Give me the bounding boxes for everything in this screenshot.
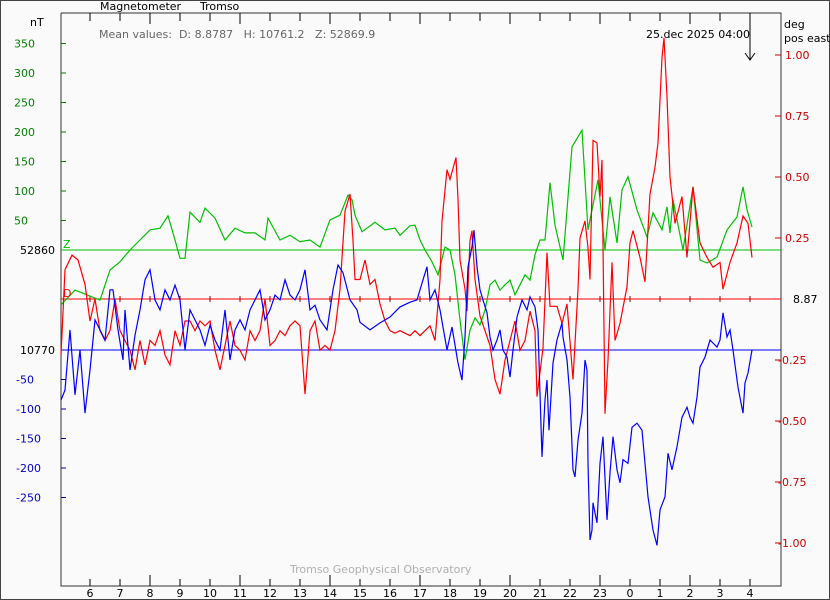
d-tick-label: -1.00 [778, 537, 806, 550]
d-tick-label: 0.75 [785, 110, 810, 123]
z-tick-label: 250 [14, 97, 35, 110]
series-line-d [60, 37, 753, 414]
d-tick-label: 0.50 [785, 171, 810, 184]
x-tick-label: 15 [353, 587, 367, 600]
z-tick-label: 350 [14, 38, 35, 51]
x-tick-label: 4 [747, 587, 754, 600]
d-tick-label: 0.25 [785, 232, 810, 245]
timestamp: 25.dec 2025 04:00 [646, 28, 750, 41]
x-tick-label: 18 [443, 587, 457, 600]
series-line-h [60, 230, 753, 546]
x-tick-label: 16 [383, 587, 397, 600]
x-tick-label: 17 [413, 587, 427, 600]
d-baseline-label: 8.87 [793, 293, 818, 306]
x-tick-label: 22 [563, 587, 577, 600]
x-tick-label: 9 [177, 587, 184, 600]
x-tick-label: 10 [203, 587, 217, 600]
x-tick-label: 2 [687, 587, 694, 600]
h-baseline-label: 10770 [20, 344, 55, 357]
x-tick-label: 23 [593, 587, 607, 600]
x-tick-label: 20 [503, 587, 517, 600]
h-tick-label: -150 [16, 433, 41, 446]
z-tick-label: 200 [14, 126, 35, 139]
h-tick-label: -100 [16, 403, 41, 416]
h-tick-label: -200 [16, 462, 41, 475]
left-unit-label: nT [30, 16, 44, 29]
right-unit-line1: deg [784, 18, 805, 31]
x-tick-label: 8 [147, 587, 154, 600]
d-tick-label: 1.00 [785, 49, 810, 62]
x-tick-label: 0 [627, 587, 634, 600]
station-title: Tromso [199, 0, 240, 13]
x-tick-label: 14 [323, 587, 337, 600]
h-tick-label: -250 [16, 492, 41, 505]
x-tick-label: 12 [263, 587, 277, 600]
z-tick-label: 100 [14, 185, 35, 198]
d-tick-label: -0.75 [778, 476, 806, 489]
watermark: Tromso Geophysical Observatory [289, 563, 472, 576]
z-series-label: Z [63, 238, 71, 251]
x-tick-label: 7 [117, 587, 124, 600]
z-baseline-label: 52860 [20, 244, 55, 257]
x-tick-label: 1 [657, 587, 664, 600]
x-tick-label: 11 [233, 587, 247, 600]
z-tick-label: 150 [14, 156, 35, 169]
z-tick-label: 300 [14, 67, 35, 80]
d-series-label: D [63, 287, 71, 300]
right-unit-line2: pos east [784, 32, 830, 45]
x-tick-label: 19 [473, 587, 487, 600]
h-tick-label: -50 [16, 374, 34, 387]
series-group [60, 37, 753, 546]
time-arrow-icon [744, 13, 756, 61]
plot-frame [60, 12, 782, 587]
instrument-title: Magnetometer [100, 0, 182, 13]
x-tick-label: 21 [533, 587, 547, 600]
mean-values: Mean values: D: 8.8787 H: 10761.2 Z: 528… [99, 28, 375, 41]
d-tick-label: -0.25 [778, 354, 806, 367]
d-tick-label: -0.50 [778, 415, 806, 428]
axes: 6 7 8 9 10 11 12 13 14 15 16 17 18 19 20 21 22 23 0 1 2 3 4350… [14, 12, 810, 600]
series-line-z [60, 128, 753, 360]
x-tick-label: 6 [87, 587, 94, 600]
x-tick-label: 13 [293, 587, 307, 600]
x-tick-label: 3 [717, 587, 724, 600]
z-tick-label: 50 [14, 215, 28, 228]
